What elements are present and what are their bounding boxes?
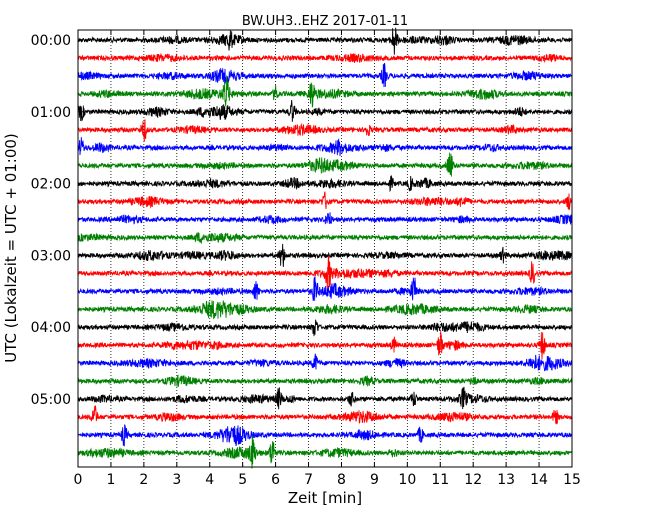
x-tick-label: 9 — [370, 472, 379, 488]
seismogram-trace — [77, 191, 573, 210]
vertical-grid — [110, 30, 540, 467]
y-axis-title: UTC (Lokalzeit = UTC + 01:00) — [2, 133, 20, 363]
y-axis-ticks: 00:00 01:00 02:00 03:00 04:00 05:00 — [31, 33, 572, 408]
x-tick-label: 13 — [497, 472, 515, 488]
seismogram-trace — [77, 27, 573, 55]
seismogram-trace — [77, 424, 573, 447]
seismogram-trace — [77, 243, 573, 268]
y-tick-label: 02:00 — [31, 177, 71, 193]
x-tick-label: 6 — [271, 472, 280, 488]
y-tick-label: 00:00 — [31, 33, 71, 49]
x-axis-title: Zeit [min] — [288, 489, 362, 507]
seismogram-trace — [77, 52, 573, 64]
x-tick-label: 11 — [431, 472, 449, 488]
y-tick-label: 03:00 — [31, 248, 71, 264]
seismogram-trace — [77, 276, 573, 301]
seismogram-trace — [77, 100, 573, 122]
x-tick-label: 8 — [337, 472, 346, 488]
x-tick-label: 10 — [398, 472, 416, 488]
seismogram-trace — [77, 174, 573, 193]
x-tick-label: 4 — [205, 472, 214, 488]
y-tick-label: 04:00 — [31, 320, 71, 336]
seismogram-trace — [77, 386, 573, 410]
x-tick-label: 3 — [172, 472, 181, 488]
x-tick-label: 5 — [238, 472, 247, 488]
seismogram-trace — [77, 405, 573, 425]
seismogram-trace — [77, 62, 573, 88]
x-tick-label: 15 — [563, 472, 581, 488]
seismogram-trace — [77, 374, 573, 387]
plot-frame — [77, 29, 573, 468]
seismogram-trace — [77, 231, 573, 245]
x-tick-label: 2 — [139, 472, 148, 488]
seismogram-trace — [77, 319, 573, 337]
x-tick-label: 12 — [464, 472, 482, 488]
seismogram-trace — [77, 119, 573, 142]
chart-title: BW.UH3..EHZ 2017-01-11 — [242, 14, 408, 29]
seismogram-trace — [77, 137, 573, 157]
seismogram-trace — [77, 435, 573, 469]
x-tick-label: 7 — [304, 472, 313, 488]
x-axis-ticks: 0 1 2 3 4 5 6 7 8 9 10 11 12 13 14 15 — [74, 30, 581, 488]
seismogram-trace — [77, 75, 573, 109]
trace-group — [77, 27, 573, 469]
seismogram-trace — [77, 255, 573, 291]
y-tick-label: 01:00 — [31, 105, 71, 121]
seismogram-trace — [77, 152, 573, 177]
x-tick-label: 1 — [106, 472, 115, 488]
y-tick-label: 05:00 — [31, 392, 71, 408]
seismogram-trace — [77, 212, 573, 226]
seismogram-trace — [77, 300, 573, 320]
x-tick-label: 14 — [530, 472, 548, 488]
seismogram-trace — [77, 331, 573, 360]
seismogram-trace — [77, 353, 573, 372]
x-tick-label: 0 — [74, 472, 83, 488]
